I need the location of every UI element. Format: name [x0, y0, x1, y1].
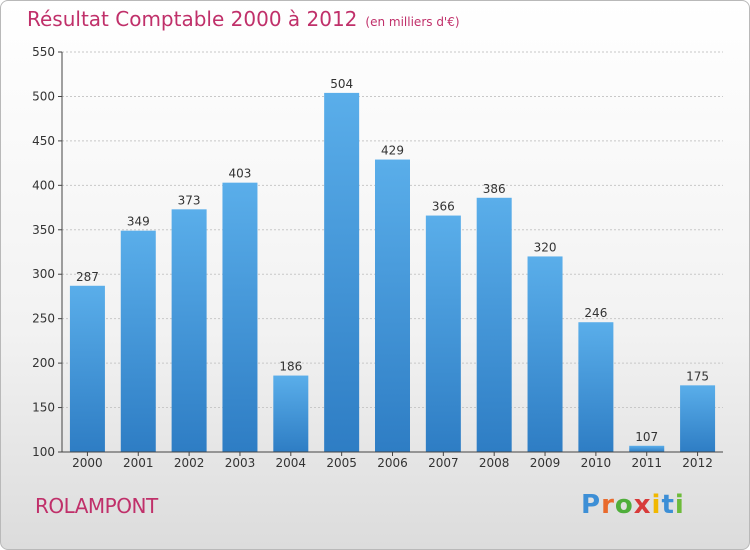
bar-value-label: 403 — [229, 167, 252, 181]
axis-layer: 100 150 200 250 300 350 400 450 500 550 2000 2001 20… — [32, 45, 723, 470]
bar-2009 — [527, 256, 563, 452]
bar-value-label: 366 — [432, 200, 455, 214]
bar-2010 — [578, 322, 614, 452]
x-tick-label: 2006 — [377, 456, 408, 470]
x-tick-label: 2007 — [428, 456, 459, 470]
y-tick-label: 200 — [32, 356, 55, 370]
logo-letter: i — [674, 490, 685, 520]
bar-value-label: 246 — [584, 306, 607, 320]
bar-2008 — [476, 197, 512, 452]
bar-value-label: 287 — [76, 270, 99, 284]
bar-value-label: 386 — [483, 182, 506, 196]
bar-value-label: 373 — [178, 193, 201, 207]
bar-2011 — [629, 445, 665, 452]
logo-letter: o — [614, 490, 634, 520]
logo-letter: x — [633, 490, 652, 520]
chart-title: Résultat Comptable 2000 à 2012 (en millie… — [27, 7, 460, 31]
y-tick-label: 550 — [32, 45, 55, 59]
bar-2001 — [120, 230, 156, 452]
x-tick-label: 2003 — [225, 456, 256, 470]
bar-2002 — [171, 209, 207, 452]
bar-value-label: 320 — [534, 240, 557, 254]
y-tick-label: 400 — [32, 178, 55, 192]
bar-2005 — [324, 92, 360, 452]
y-tick-label: 500 — [32, 89, 55, 103]
bar-2007 — [425, 215, 461, 452]
x-tick-label: 2011 — [631, 456, 662, 470]
x-tick-label: 2001 — [123, 456, 154, 470]
chart-subtitle: (en milliers d'€) — [365, 15, 460, 29]
logo-letter: r — [601, 490, 615, 520]
y-tick-label: 300 — [32, 267, 55, 281]
chart-title-text: Résultat Comptable 2000 à 2012 — [27, 7, 358, 31]
y-tick-label: 350 — [32, 223, 55, 237]
city-name: ROLAMPONT — [35, 494, 158, 518]
bar-value-label: 175 — [686, 369, 709, 383]
bar-value-label: 107 — [635, 430, 658, 444]
bar-2006 — [375, 159, 410, 453]
bars-layer: 287 349 373 403 186 504 429 366 386 320 246 107 175 — [69, 77, 716, 453]
y-tick-label: 450 — [32, 134, 55, 148]
bar-value-label: 349 — [127, 215, 150, 229]
bar-2012 — [680, 385, 716, 452]
proxiti-logo: Proxiti — [581, 490, 685, 520]
y-tick-label: 250 — [32, 312, 55, 326]
bar-2004 — [273, 375, 309, 452]
logo-letter: i — [651, 490, 662, 520]
logo-letter: t — [661, 490, 675, 520]
bar-value-label: 186 — [279, 360, 302, 374]
x-tick-label: 2008 — [479, 456, 510, 470]
x-tick-label: 2000 — [72, 456, 103, 470]
x-tick-label: 2009 — [530, 456, 561, 470]
x-tick-label: 2005 — [326, 456, 357, 470]
x-tick-label: 2002 — [174, 456, 205, 470]
x-tick-label: 2010 — [581, 456, 612, 470]
bar-2003 — [222, 182, 258, 452]
x-tick-label: 2004 — [276, 456, 307, 470]
x-tick-label: 2012 — [682, 456, 713, 470]
y-tick-label: 150 — [32, 401, 55, 415]
logo-letter: P — [581, 490, 602, 520]
bar-2000 — [69, 285, 105, 452]
bar-value-label: 429 — [381, 144, 404, 158]
bar-value-label: 504 — [330, 77, 353, 91]
y-tick-label: 100 — [32, 445, 55, 459]
